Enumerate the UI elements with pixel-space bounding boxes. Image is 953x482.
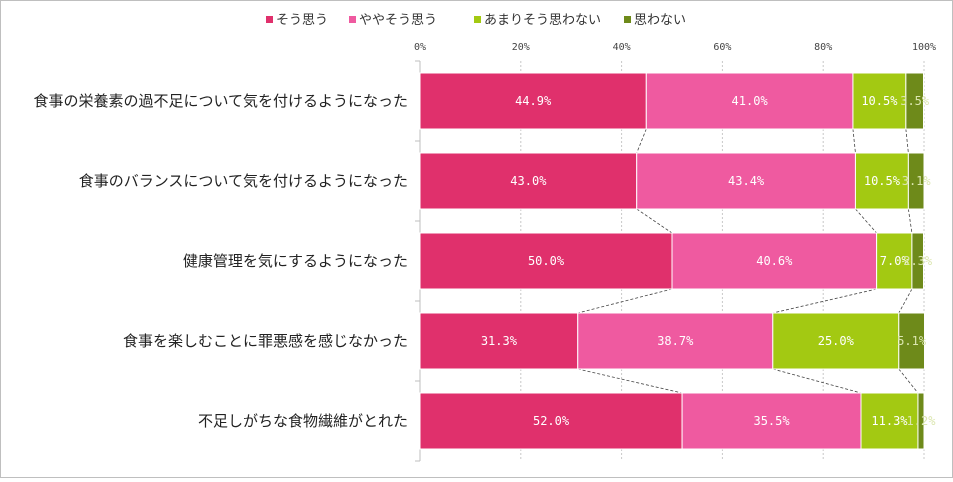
legend-swatch <box>624 16 631 23</box>
bars <box>419 72 926 450</box>
data-label: 2.3% <box>903 254 933 268</box>
x-tick-label: 100% <box>912 42 936 53</box>
bar-segment <box>681 392 862 450</box>
series-line <box>855 208 877 234</box>
bar-segment <box>419 152 638 210</box>
bar-segment <box>905 72 924 130</box>
data-label: 10.5% <box>861 94 898 108</box>
x-tick-label: 60% <box>713 42 731 53</box>
series-line <box>905 128 909 154</box>
category-label: 食事を楽しむことに罪悪感を感じなかった <box>123 332 408 350</box>
series-line <box>852 128 856 154</box>
data-label: 31.3% <box>481 334 518 348</box>
data-label: 3.1% <box>902 174 932 188</box>
data-label: 41.0% <box>732 94 769 108</box>
bar-segment <box>577 312 774 370</box>
x-tick-label: 80% <box>814 42 832 53</box>
category-axis <box>415 60 421 462</box>
bar-segment <box>419 312 579 370</box>
legend-label: ややそう思う <box>359 13 437 28</box>
bar-segment <box>911 232 924 290</box>
x-tick-label: 20% <box>512 42 530 53</box>
data-label: 40.6% <box>756 254 793 268</box>
series-lines <box>577 128 919 394</box>
x-axis-ticks: 0% 20% 40% 60% 80% 100% <box>414 42 936 53</box>
x-tick-label: 0% <box>414 42 426 53</box>
category-label: 健康管理を気にするようになった <box>183 252 408 270</box>
bar-segment <box>419 232 673 290</box>
series-line <box>898 288 913 314</box>
bar-segment <box>898 312 926 370</box>
data-label: 52.0% <box>533 414 570 428</box>
category-label: 食事のバランスについて気を付けるようになった <box>79 172 408 190</box>
category-label: 食事の栄養素の過不足について気を付けるようになった <box>33 92 408 110</box>
bar-segment <box>419 72 647 130</box>
category-labels: 食事の栄養素の過不足について気を付けるようになった食事のバランスについて気を付け… <box>33 92 408 430</box>
data-label: 7.0% <box>880 254 910 268</box>
series-line <box>907 208 913 234</box>
data-label: 44.9% <box>515 94 552 108</box>
series-line <box>636 208 673 234</box>
bar-segment <box>772 312 900 370</box>
data-label: 5.1% <box>897 334 927 348</box>
legend-swatch <box>266 16 273 23</box>
category-label: 不足しがちな食物繊維がとれた <box>198 412 408 430</box>
bar-segment <box>876 232 913 290</box>
series-line <box>772 288 877 314</box>
legend-label: そう思う <box>276 13 328 28</box>
bar-segment <box>852 72 907 130</box>
data-label: 25.0% <box>818 334 855 348</box>
legend: そう思う ややそう思う あまりそう思わない 思わない <box>266 13 686 28</box>
bar-segment <box>419 392 683 450</box>
legend-label: あまりそう思わない <box>484 13 601 28</box>
bar-segment <box>917 392 925 450</box>
bar-segment <box>671 232 878 290</box>
data-label: 38.7% <box>657 334 694 348</box>
data-label: 3.5% <box>900 94 930 108</box>
data-label: 35.5% <box>753 414 790 428</box>
legend-swatch <box>349 16 356 23</box>
data-label: 1.2% <box>907 414 937 428</box>
data-label: 50.0% <box>528 254 565 268</box>
data-label: 43.4% <box>728 174 765 188</box>
data-label: 43.0% <box>510 174 547 188</box>
series-line <box>577 288 673 314</box>
series-line <box>772 368 862 394</box>
data-label: 10.5% <box>864 174 901 188</box>
data-labels: 44.9% 41.0% 10.5% 3.5%43.0% 43.4% 10.5% 3.1%50… <box>481 94 936 428</box>
bar-segment <box>645 72 854 130</box>
series-line <box>577 368 683 394</box>
bar-segment <box>907 152 925 210</box>
x-tick-label: 40% <box>613 42 631 53</box>
legend-swatch <box>474 16 481 23</box>
bar-segment <box>636 152 856 210</box>
series-line <box>898 368 919 394</box>
legend-label: 思わない <box>634 13 686 28</box>
data-label: 11.3% <box>871 414 908 428</box>
series-line <box>636 128 647 154</box>
